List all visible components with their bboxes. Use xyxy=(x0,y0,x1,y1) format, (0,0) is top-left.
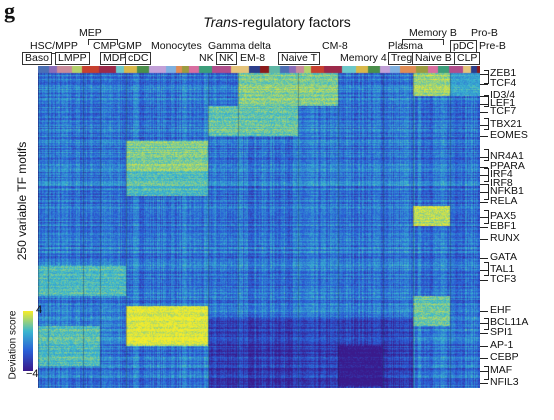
colorbar-min: −4 xyxy=(26,368,39,380)
colorbar xyxy=(23,311,33,371)
row-tick xyxy=(480,346,488,347)
irf-bracket xyxy=(484,168,489,182)
label-nk-1: NK xyxy=(199,52,214,64)
label-treg: Treg xyxy=(388,52,416,65)
figure-title: Trans-regulatory factors xyxy=(0,14,554,30)
row-label: TCF7 xyxy=(490,105,517,117)
row-label: LEF1 xyxy=(490,97,516,109)
label-pre-b: Pre-B xyxy=(479,40,506,52)
label-cmp: CMP xyxy=(93,40,117,52)
title-rest: -regulatory factors xyxy=(237,14,351,30)
label-naive-t: Naive T xyxy=(278,52,320,65)
row-tick xyxy=(480,217,488,218)
row-label: EOMES xyxy=(490,129,528,141)
title-italic: Trans xyxy=(203,14,238,30)
label-hsc-mpp: HSC/MPP xyxy=(30,40,78,52)
bcl11a-spi1-bracket xyxy=(484,318,489,330)
row-label: ID3/4 xyxy=(490,89,516,101)
label-gamma-delta: Gamma delta xyxy=(208,40,272,52)
row-tick xyxy=(480,104,488,105)
label-em-8: EM-8 xyxy=(240,52,266,64)
label-baso: Baso xyxy=(22,52,52,65)
row-label: ZEB1 xyxy=(490,67,517,79)
maf-nfil3-bracket xyxy=(484,366,489,380)
row-tick xyxy=(480,175,488,176)
row-label: NR4A1 xyxy=(490,150,524,162)
label-memory-4: Memory 4 xyxy=(340,52,387,64)
row-tick xyxy=(480,239,488,240)
row-label: NFKB1 xyxy=(490,185,524,197)
memory-b-bracket xyxy=(402,39,444,45)
row-tick xyxy=(480,358,488,359)
row-tick xyxy=(480,192,488,193)
row-tick xyxy=(480,136,488,137)
row-tick xyxy=(480,227,488,228)
row-label: SPI1 xyxy=(490,326,513,338)
row-label: EBF1 xyxy=(490,220,517,232)
row-label: MAF xyxy=(490,364,513,376)
row-tick xyxy=(480,167,488,168)
row-label: TAL1 xyxy=(490,263,515,275)
row-label: TBX21 xyxy=(490,118,523,130)
row-label: PAX5 xyxy=(490,210,517,222)
row-label: GATA xyxy=(490,251,518,263)
row-label: CEBP xyxy=(490,351,519,363)
row-label: IRF8 xyxy=(490,177,513,189)
label-nk-2: NK xyxy=(216,52,237,65)
row-label: IRF4 xyxy=(490,168,513,180)
colorbar-max: 4 xyxy=(36,304,43,316)
row-tick xyxy=(480,270,488,271)
tal1-tcf3-bracket xyxy=(484,262,489,276)
label-memory-b: Memory B xyxy=(409,27,457,39)
row-label: PPARA xyxy=(490,160,525,172)
row-tick xyxy=(480,96,488,97)
mep-bracket xyxy=(88,39,118,45)
row-tick xyxy=(480,125,488,126)
label-lmpp: LMPP xyxy=(55,52,90,65)
row-tick xyxy=(480,112,488,113)
zeb1-tcf4-bracket xyxy=(484,70,489,84)
label-cm-8: CM-8 xyxy=(322,40,348,52)
row-tick xyxy=(480,280,488,281)
row-tick xyxy=(480,74,488,75)
pax5-ebf1-bracket xyxy=(484,210,489,224)
label-naive-b: Naive B xyxy=(412,52,455,65)
row-tick xyxy=(480,371,488,372)
label-pro-b: Pro-B xyxy=(471,27,498,39)
row-tick xyxy=(480,184,488,185)
row-tick xyxy=(480,157,488,158)
row-label: EHF xyxy=(490,304,511,316)
tbx21-eomes-bracket xyxy=(484,118,489,130)
label-cdc: cDC xyxy=(125,52,152,65)
panel-letter: g xyxy=(4,0,15,23)
row-label: BCL11A xyxy=(490,316,529,328)
lef1-tcf7-bracket xyxy=(484,95,489,107)
row-label: TCF3 xyxy=(490,273,517,285)
row-label: TCF4 xyxy=(490,77,517,89)
row-tick xyxy=(480,258,488,259)
label-clp: CLP xyxy=(454,52,481,65)
label-mep: MEP xyxy=(79,27,102,39)
label-gmp: GMP xyxy=(118,40,142,52)
label-monocytes: Monocytes xyxy=(151,40,202,52)
nr4a1-ppara-bracket xyxy=(484,149,489,161)
label-plasma: Plasma xyxy=(388,40,424,52)
row-label: NFIL3 xyxy=(490,376,519,388)
row-tick xyxy=(480,323,488,324)
row-label: RELA xyxy=(490,195,518,207)
row-label: AP-1 xyxy=(490,339,514,351)
row-tick xyxy=(480,333,488,334)
row-tick xyxy=(480,383,488,384)
y-axis-label: 250 variable TF motifs xyxy=(15,141,29,261)
row-tick xyxy=(480,202,488,203)
row-tick xyxy=(480,84,488,85)
motif-heatmap xyxy=(38,66,480,388)
row-label: RUNX xyxy=(490,232,520,244)
colorbar-title: Deviation score xyxy=(7,310,19,380)
row-tick xyxy=(480,311,488,312)
